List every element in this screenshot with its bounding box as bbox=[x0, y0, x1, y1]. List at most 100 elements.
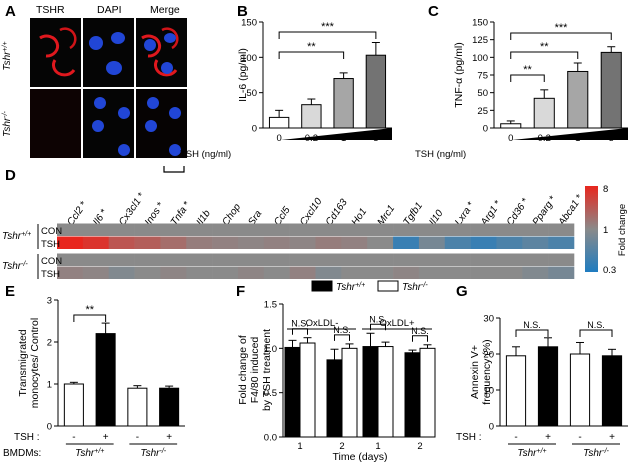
significance-label: ** bbox=[307, 41, 316, 53]
y-tick-label: 2 bbox=[47, 338, 52, 349]
bar bbox=[533, 97, 555, 129]
gene-label: Cxcl10 bbox=[298, 196, 325, 228]
significance-label: N.S. bbox=[369, 314, 387, 324]
gene-label: Cd36 * bbox=[505, 196, 532, 227]
bar bbox=[500, 123, 522, 129]
micrograph-tshr-wt bbox=[30, 18, 81, 87]
heatmap-cell bbox=[57, 253, 84, 266]
significance-label: *** bbox=[321, 21, 335, 33]
heatmap-cell bbox=[496, 223, 523, 236]
heatmap-cell bbox=[470, 266, 497, 279]
significance-label: N.S. bbox=[333, 325, 351, 335]
y-tick-label: 1.5 bbox=[264, 300, 277, 311]
tsh-sign: + bbox=[545, 432, 551, 443]
y-tick-label: 50 bbox=[246, 88, 257, 99]
panel-a-row-ko: Tshr-/- bbox=[2, 110, 14, 136]
heatmap-row-label: CON bbox=[41, 256, 62, 267]
significance-label: *** bbox=[555, 22, 569, 34]
y-tick-label: 75 bbox=[477, 71, 488, 82]
heatmap-cell bbox=[418, 253, 446, 266]
heatmap-cell bbox=[186, 223, 213, 236]
heatmap-cell bbox=[237, 253, 265, 266]
y-tick-label: 100 bbox=[241, 53, 257, 64]
heatmap-cell bbox=[212, 223, 239, 236]
x-tick-label: 1 bbox=[297, 441, 302, 452]
tsh-row-label: TSH : bbox=[14, 432, 40, 443]
significance-label: N.S. bbox=[291, 319, 309, 329]
x-tick-label: 0 bbox=[508, 133, 513, 144]
bar bbox=[537, 346, 559, 427]
significance-bracket bbox=[510, 51, 579, 59]
heatmap-row-label: TSH bbox=[41, 239, 60, 250]
heatmap-cell bbox=[160, 223, 187, 236]
heatmap-cell bbox=[289, 236, 316, 249]
heatmap-cell bbox=[367, 253, 394, 266]
significance-bracket bbox=[370, 323, 386, 331]
heatmap-cell bbox=[522, 236, 549, 249]
heatmap-cell bbox=[444, 266, 471, 279]
heatmap-cell bbox=[237, 266, 265, 279]
gene-label: Tnfa * bbox=[169, 199, 193, 227]
heatmap-cell bbox=[393, 253, 420, 266]
heatmap-cell bbox=[548, 223, 575, 236]
heatmap-cell bbox=[470, 236, 497, 249]
heatmap-cell bbox=[263, 253, 290, 266]
heatmap-cell bbox=[212, 253, 239, 266]
heatmap-cell bbox=[134, 253, 161, 266]
x-tick-label: 0 bbox=[276, 133, 281, 144]
y-tick-label: 3 bbox=[47, 296, 52, 307]
heatmap-cell bbox=[108, 266, 135, 279]
heatmap-cell bbox=[393, 223, 420, 236]
heatmap-cell bbox=[418, 266, 446, 279]
heatmap-cell bbox=[186, 253, 213, 266]
group-label: OxLDL- bbox=[306, 318, 339, 329]
genotype-label: Tshr-/- bbox=[583, 448, 609, 460]
panel-d-label: D bbox=[5, 167, 16, 184]
y-tick-label: 1 bbox=[47, 380, 52, 391]
y-tick-label: 150 bbox=[241, 18, 257, 29]
x-tick-label: 2 bbox=[339, 441, 344, 452]
bar bbox=[419, 347, 436, 438]
y-axis-label: TNF-α (pg/ml) bbox=[453, 42, 465, 108]
heatmap-cell bbox=[82, 223, 109, 236]
heatmap-cell bbox=[186, 236, 213, 249]
y-axis-label: monocytes/ Control bbox=[29, 318, 41, 408]
significance-label: N.S. bbox=[523, 320, 541, 330]
y-axis-label: Annexin V+ bbox=[469, 345, 481, 399]
y-axis-label: by TSH treatment bbox=[261, 329, 273, 411]
tsh-row-label: TSH : bbox=[456, 432, 482, 443]
x-axis-label: TSH (ng/ml) bbox=[180, 149, 231, 160]
genotype-label: Tshr+/+ bbox=[517, 448, 546, 460]
genotype-label: Tshr-/- bbox=[140, 448, 166, 460]
bar bbox=[301, 104, 322, 129]
significance-bracket bbox=[510, 74, 545, 82]
legend-label: Tshr-/- bbox=[402, 282, 428, 294]
heatmap-cell bbox=[444, 253, 471, 266]
colorbar-tick: 1 bbox=[603, 225, 608, 236]
heatmap-cell bbox=[470, 253, 497, 266]
y-axis-label: F4/80 induced bbox=[249, 337, 261, 404]
bar bbox=[569, 353, 591, 427]
heatmap-cell bbox=[548, 236, 575, 249]
scale-bar bbox=[163, 166, 185, 173]
heatmap-cell bbox=[470, 223, 497, 236]
micrograph-tshr-ko bbox=[30, 89, 81, 158]
heatmap-cell bbox=[496, 266, 523, 279]
heatmap-cell bbox=[263, 223, 290, 236]
significance-label: ** bbox=[523, 64, 532, 76]
genotype-label: Tshr+/+ bbox=[75, 448, 104, 460]
heatmap-cell bbox=[237, 223, 265, 236]
gene-label: Ccl2 * bbox=[65, 199, 89, 227]
bar bbox=[95, 333, 116, 427]
panel-b-label: B bbox=[237, 3, 248, 20]
x-axis-label: TSH (ng/ml) bbox=[415, 149, 466, 160]
micrograph-merge-wt bbox=[136, 18, 187, 87]
heatmap-cell bbox=[341, 253, 368, 266]
bar bbox=[159, 387, 180, 427]
significance-bracket bbox=[515, 329, 549, 337]
tsh-sign: - bbox=[578, 432, 581, 443]
panel-b-chart: B05010015000.215*****IL-6 (pg/ml)TSH (ng… bbox=[180, 3, 392, 160]
heatmap-cell bbox=[82, 236, 109, 249]
y-axis-label: Fold change of bbox=[237, 335, 249, 405]
y-tick-label: 0.0 bbox=[264, 433, 277, 444]
